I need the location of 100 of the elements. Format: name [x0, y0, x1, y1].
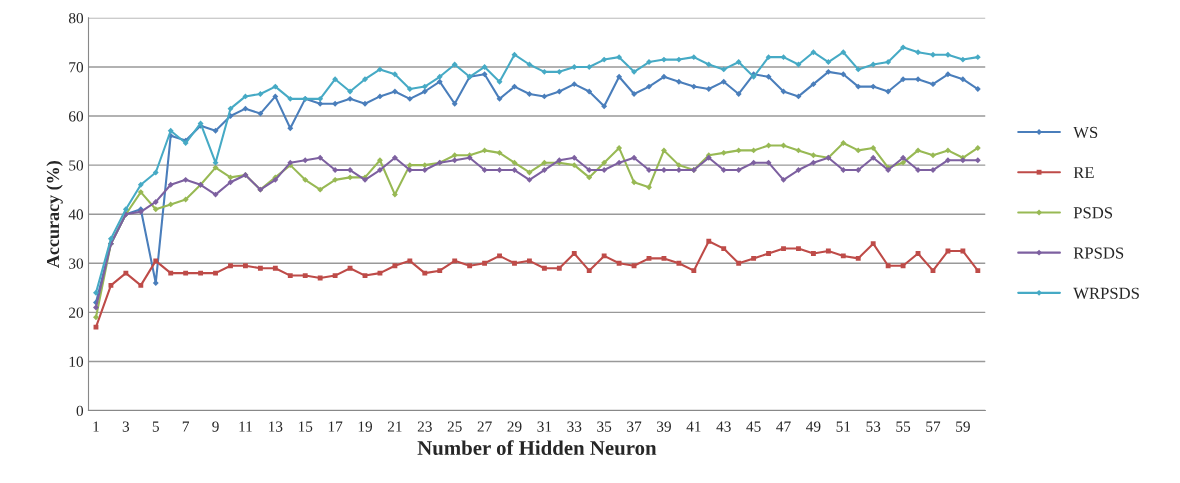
point — [541, 265, 547, 271]
point — [601, 159, 608, 166]
point — [227, 174, 234, 181]
point — [690, 83, 697, 90]
point — [810, 152, 817, 159]
point — [511, 83, 518, 90]
point — [541, 167, 548, 173]
point — [511, 51, 518, 58]
point — [212, 127, 219, 134]
y-tick-label: 80 — [68, 13, 84, 24]
point — [496, 149, 503, 156]
x-tick-label: 31 — [537, 421, 552, 432]
point — [377, 93, 383, 100]
point — [720, 66, 727, 73]
point — [122, 206, 129, 213]
x-tick-label: 21 — [387, 421, 402, 432]
point — [422, 270, 428, 276]
point — [526, 61, 533, 68]
point — [496, 95, 503, 102]
point — [720, 167, 727, 173]
point — [451, 61, 458, 68]
point — [571, 251, 577, 256]
point — [586, 268, 592, 274]
x-axis-title: Number of Hidden Neuron — [417, 440, 657, 456]
y-tick-label: 10 — [69, 356, 84, 367]
y-tick-label: 20 — [69, 307, 84, 318]
y-axis-title: Accuracy (%) — [46, 161, 63, 268]
point — [452, 258, 458, 264]
point — [646, 83, 652, 90]
point — [705, 61, 712, 68]
point — [481, 64, 488, 70]
point — [332, 76, 339, 83]
x-tick-label: 9 — [212, 421, 219, 432]
point — [496, 167, 503, 173]
legend-label: WS — [1073, 126, 1098, 139]
point — [601, 56, 608, 63]
point — [496, 78, 503, 85]
point — [915, 49, 921, 56]
y-tick-label: 40 — [68, 209, 84, 220]
point — [137, 189, 144, 196]
point — [332, 100, 339, 107]
point — [751, 255, 757, 261]
point — [512, 260, 517, 266]
point — [391, 71, 398, 78]
x-tick-label: 15 — [298, 421, 313, 432]
point — [765, 159, 772, 166]
point — [870, 241, 876, 247]
point — [974, 86, 981, 92]
point — [601, 103, 608, 110]
point — [167, 201, 174, 208]
x-tick-label: 7 — [182, 421, 190, 432]
point — [392, 263, 398, 269]
x-tick-label: 13 — [269, 421, 283, 432]
point — [810, 251, 816, 256]
point — [825, 59, 832, 65]
point — [467, 263, 473, 269]
point — [302, 273, 308, 278]
point — [676, 260, 682, 266]
point — [870, 61, 877, 68]
point — [810, 159, 817, 166]
point — [436, 78, 443, 85]
legend-label: PSDS — [1073, 207, 1113, 219]
point — [227, 179, 234, 186]
point — [317, 186, 324, 193]
point — [287, 273, 293, 278]
x-tick-label: 49 — [806, 421, 821, 432]
point — [944, 147, 951, 154]
point — [765, 73, 772, 80]
point — [511, 159, 518, 166]
point — [601, 167, 608, 173]
point — [810, 49, 817, 56]
point — [377, 157, 383, 164]
point — [795, 93, 802, 100]
point — [616, 260, 622, 266]
point — [631, 154, 637, 161]
point — [541, 68, 548, 75]
legend-label: RPSDS — [1073, 247, 1124, 259]
point — [407, 258, 413, 264]
point — [885, 263, 891, 269]
point — [317, 100, 324, 107]
point — [168, 270, 174, 276]
point — [765, 54, 772, 61]
x-tick-label: 17 — [328, 421, 343, 432]
point — [930, 81, 936, 88]
point — [481, 71, 488, 78]
point — [781, 246, 786, 251]
point — [705, 86, 712, 92]
point — [675, 56, 682, 63]
point — [900, 76, 907, 83]
point — [855, 255, 861, 261]
point — [900, 44, 907, 51]
point — [198, 270, 204, 276]
point — [885, 59, 892, 65]
x-tick-label: 45 — [746, 421, 761, 432]
point — [377, 66, 383, 73]
y-tick-label: 0 — [76, 405, 84, 416]
point — [93, 314, 99, 321]
y-tick-label: 50 — [69, 160, 84, 171]
legend-label: WRPSDS — [1073, 287, 1139, 299]
point — [795, 147, 802, 154]
